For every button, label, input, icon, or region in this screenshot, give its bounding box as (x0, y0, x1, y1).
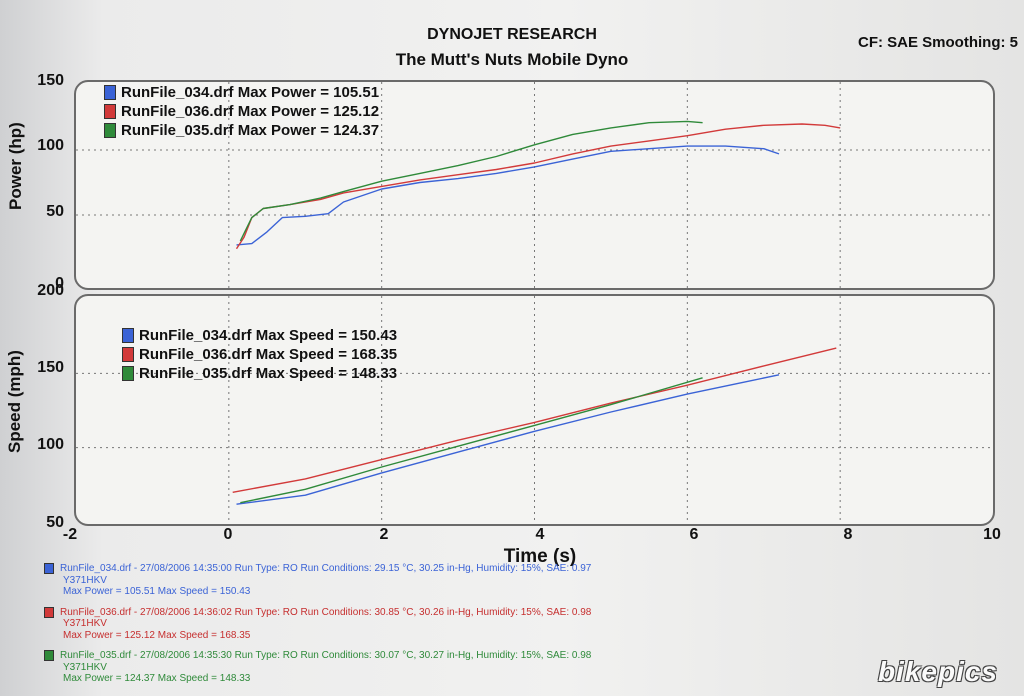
legend-swatch-blue (122, 328, 134, 343)
power-y-tick: 0 (55, 275, 64, 292)
x-tick: 4 (535, 526, 545, 543)
series-line-red (232, 347, 837, 493)
page-title: DYNOJET RESEARCH (427, 26, 597, 43)
run-info-max: Max Power = 105.51 Max Speed = 150.43 (63, 586, 251, 597)
run-info-line: RunFile_035.drf - 27/08/2006 14:35:30 Ru… (60, 650, 592, 661)
legend-label: RunFile_035.drf Max Power = 124.37 (121, 122, 380, 139)
legend-item: RunFile_034.drf Max Speed = 150.43 (122, 326, 397, 345)
x-tick: 0 (223, 526, 233, 543)
legend-label: RunFile_035.drf Max Speed = 148.33 (139, 365, 398, 382)
x-tick: 2 (379, 526, 389, 543)
legend-label: RunFile_036.drf Max Power = 125.12 (121, 103, 380, 120)
x-tick: -2 (62, 526, 78, 543)
run-info-item: RunFile_035.drf - 27/08/2006 14:35:30 Ru… (44, 650, 591, 685)
power-legend: RunFile_034.drf Max Power = 105.51 RunFi… (104, 83, 379, 140)
x-axis-label: Time (s) (503, 546, 577, 567)
legend-item: RunFile_036.drf Max Speed = 168.35 (122, 345, 397, 364)
legend-swatch-red (104, 104, 116, 119)
run-info-max: Max Power = 124.37 Max Speed = 148.33 (63, 673, 251, 684)
run-swatch-red (44, 606, 54, 618)
x-tick: 10 (983, 526, 1001, 543)
legend-label: RunFile_034.drf Max Speed = 150.43 (139, 327, 398, 344)
series-line-red (235, 123, 841, 250)
legend-swatch-blue (104, 85, 116, 100)
run-info-line: RunFile_036.drf - 27/08/2006 14:36:02 Ru… (60, 606, 592, 618)
run-info-vehicle: Y371HKV (63, 661, 107, 673)
series-line-blue (236, 374, 780, 505)
speed-y-tick: 100 (37, 436, 64, 453)
legend-item: RunFile_035.drf Max Speed = 148.33 (122, 364, 397, 383)
legend-swatch-green (122, 366, 134, 381)
power-y-axis-label: Power (hp) (6, 122, 25, 210)
speed-chart-panel (74, 294, 995, 526)
run-info-item: RunFile_034.drf - 27/08/2006 14:35:00 Ru… (44, 563, 591, 598)
power-y-tick: 150 (37, 72, 64, 89)
x-tick: 6 (689, 526, 699, 543)
watermark-logo: bikepics (877, 656, 998, 687)
run-info-item: RunFile_036.drf - 27/08/2006 14:36:02 Ru… (44, 607, 591, 642)
run-info-max: Max Power = 125.12 Max Speed = 168.35 (63, 629, 251, 641)
legend-swatch-red (122, 347, 134, 362)
settings-label: CF: SAE Smoothing: 5 (858, 34, 1018, 51)
speed-y-tick: 50 (46, 514, 64, 531)
run-info-vehicle: Y371HKV (63, 574, 107, 586)
legend-item: RunFile_035.drf Max Power = 124.37 (104, 121, 379, 140)
power-chart-panel (74, 80, 995, 290)
run-info-vehicle: Y371HKV (63, 618, 107, 629)
power-y-tick: 100 (37, 137, 64, 154)
speed-chart-plot (76, 296, 993, 524)
x-tick: 8 (843, 526, 853, 543)
speed-y-tick: 150 (37, 359, 64, 376)
series-line-green (239, 120, 703, 242)
speed-y-tick: 200 (37, 282, 64, 299)
legend-item: RunFile_036.drf Max Power = 125.12 (104, 102, 379, 121)
series-line-green (240, 377, 703, 504)
run-swatch-green (44, 650, 54, 662)
legend-label: RunFile_034.drf Max Power = 105.51 (121, 84, 380, 101)
speed-legend: RunFile_034.drf Max Speed = 150.43 RunFi… (122, 326, 397, 383)
run-info-line: RunFile_034.drf - 27/08/2006 14:35:00 Ru… (60, 563, 592, 574)
page-subtitle: The Mutt's Nuts Mobile Dyno (395, 50, 629, 69)
legend-item: RunFile_034.drf Max Power = 105.51 (104, 83, 379, 102)
series-line-blue (236, 145, 780, 246)
power-y-tick: 50 (46, 203, 64, 220)
run-swatch-blue (44, 563, 54, 575)
legend-swatch-green (104, 123, 116, 138)
power-chart-plot (76, 82, 993, 288)
legend-label: RunFile_036.drf Max Speed = 168.35 (139, 346, 398, 363)
run-info-list: RunFile_034.drf - 27/08/2006 14:35:00 Ru… (44, 563, 591, 694)
